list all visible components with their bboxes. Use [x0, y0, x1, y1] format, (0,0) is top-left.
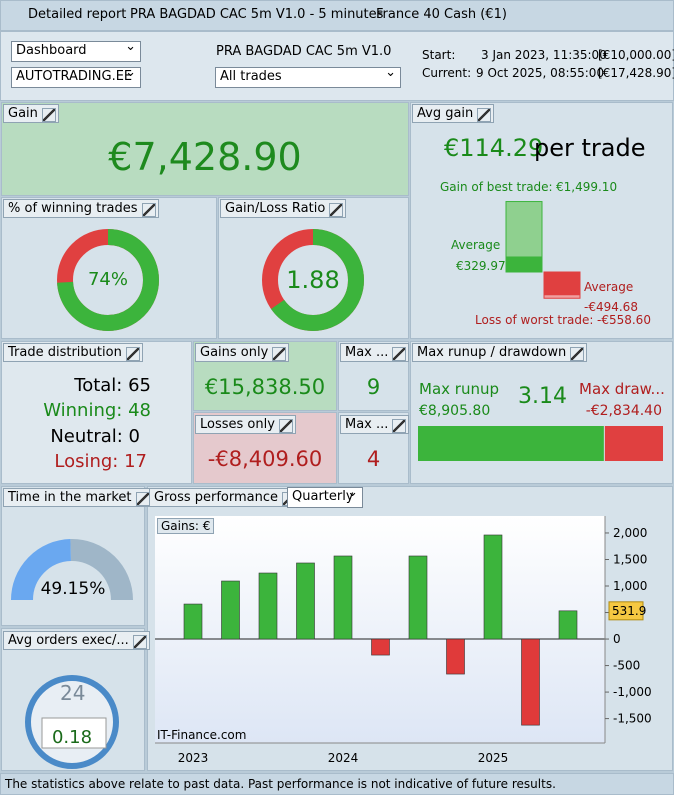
- best-prefix: Gain of best trade:: [440, 180, 553, 194]
- avg-gain-suffix: per trade: [534, 134, 646, 162]
- drawdown-label: Max draw...: [579, 380, 665, 398]
- current-label: Current:: [422, 66, 472, 80]
- current-value: 531.9: [612, 604, 646, 618]
- trades-select[interactable]: All trades: [215, 65, 401, 88]
- bar: [183, 603, 203, 640]
- neutral: Neutral: 0: [50, 426, 140, 447]
- winning-value: 74%: [87, 269, 128, 290]
- distribution-panel: [1, 341, 192, 484]
- bar: [558, 610, 578, 640]
- y-tick-label: -1,500: [613, 712, 652, 726]
- runup-ratio: 3.14: [518, 384, 567, 409]
- panel-label: Avg orders exec/...: [3, 631, 150, 650]
- x-tick-label: 2025: [478, 751, 509, 765]
- bar: [371, 638, 390, 656]
- bar: [408, 555, 428, 640]
- drawdown-value: -€2,834.40: [585, 403, 662, 419]
- runup-label: Max runup: [419, 380, 499, 398]
- gauge-rest: [70, 539, 133, 601]
- panel-label: Gross performance: [149, 488, 300, 507]
- ratio-value: 1.88: [286, 266, 340, 294]
- avg-gain-value: €114.29: [444, 134, 544, 162]
- losses-only-value: -€8,409.60: [207, 447, 323, 471]
- panel-label: Max ...: [340, 343, 410, 362]
- watermark: IT-Finance.com: [157, 728, 247, 742]
- bar: [221, 580, 240, 640]
- bar: [483, 534, 503, 640]
- gain-value: €7,428.90: [108, 135, 302, 179]
- avg-win-label: Average: [451, 238, 501, 252]
- max-wins-value: 9: [366, 375, 381, 399]
- gains-only-value: €15,838.50: [204, 375, 326, 399]
- tab[interactable]: Detailed report: [28, 7, 127, 22]
- max-losses-value: 4: [366, 447, 381, 471]
- panel-label: Avg gain: [412, 104, 495, 123]
- drawdown-bar: [604, 426, 663, 461]
- start-label: Start:: [422, 48, 456, 62]
- x-tick-label: 2024: [328, 751, 359, 765]
- bar: [521, 638, 540, 726]
- donut-arc: [57, 229, 159, 331]
- avg-win-bar: [506, 256, 542, 272]
- orders-value: 0.18: [51, 727, 93, 748]
- strategy-name: PRA BAGDAD CAC 5m V1.0: [216, 44, 392, 59]
- worst-prefix: Loss of worst trade:: [475, 313, 594, 327]
- total: Total: 65: [74, 375, 151, 396]
- panel-label: Max ...: [340, 415, 410, 434]
- current-capital: [€17,428.90]: [598, 66, 674, 80]
- donut-arc: [262, 229, 364, 331]
- start-date: 3 Jan 2023, 11:35:00: [481, 48, 607, 62]
- runup-value: €8,905.80: [419, 403, 491, 419]
- losing: Losing: 17: [54, 451, 147, 472]
- best-value: €1,499.10: [556, 180, 618, 194]
- title-bar: [0, 0, 674, 31]
- tab[interactable]: France 40 Cash (€1): [376, 7, 507, 22]
- gain-panel: [1, 102, 409, 196]
- bar: [258, 572, 278, 640]
- winning: Winning: 48: [43, 400, 151, 421]
- panel-label: Max runup / drawdown: [412, 343, 588, 362]
- y-tick-label: 1,000: [613, 579, 647, 593]
- avg-loss-bar: [544, 272, 580, 296]
- panel-label: Trade distribution: [3, 343, 143, 362]
- gauge-arc: [11, 539, 72, 601]
- footer-text: The statistics above relate to past data…: [5, 777, 556, 791]
- worst-value: -€558.60: [597, 313, 651, 327]
- y-tick-label: -500: [613, 659, 640, 673]
- panel-label: Gain/Loss Ratio: [220, 199, 347, 218]
- avg-loss-value: -€494.68: [584, 300, 638, 314]
- panel-label: Gain: [3, 104, 59, 123]
- axis-label: Gains: €: [157, 518, 215, 534]
- current-date: 9 Oct 2025, 08:55:00: [476, 66, 605, 80]
- panel-label: Gains only: [195, 343, 290, 362]
- panel-label: Losses only: [195, 415, 296, 434]
- avg-loss-label: Average: [584, 280, 634, 294]
- bar: [333, 555, 353, 640]
- time-value: 49.15%: [40, 579, 106, 599]
- panel-label: Time in the market: [3, 488, 153, 507]
- start-capital: [€10,000.00]: [598, 48, 674, 62]
- clock-box: [41, 717, 107, 749]
- y-tick-label: 0: [613, 632, 621, 646]
- x-tick-label: 2023: [178, 751, 209, 765]
- view-select[interactable]: Dashboard: [11, 39, 141, 62]
- current-value-box: [608, 601, 644, 621]
- tab[interactable]: PRA BAGDAD CAC 5m V1.0 - 5 minutes: [130, 7, 384, 22]
- clock-label: 24: [60, 681, 86, 705]
- y-tick-label: -1,000: [613, 685, 652, 699]
- y-tick-label: 2,000: [613, 526, 647, 540]
- bar: [446, 638, 465, 675]
- y-tick-label: 1,500: [613, 552, 647, 566]
- period-select[interactable]: Quarterly: [287, 485, 363, 508]
- bar: [296, 562, 315, 640]
- panel-label: % of winning trades: [3, 199, 159, 218]
- broker-select[interactable]: AUTOTRADING.EE: [11, 65, 141, 88]
- runup-bar: [418, 426, 604, 461]
- avg-win-value: €329.97: [456, 259, 506, 273]
